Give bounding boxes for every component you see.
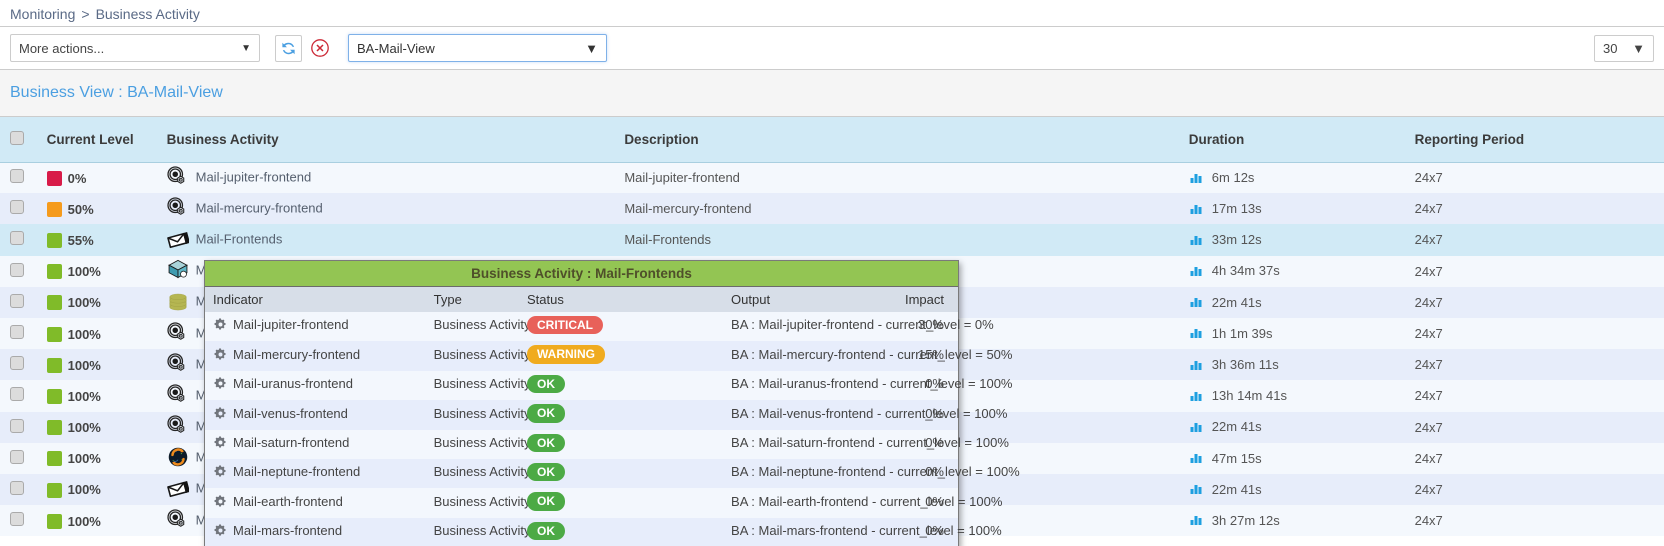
svg-text:✕: ✕ <box>315 43 324 55</box>
